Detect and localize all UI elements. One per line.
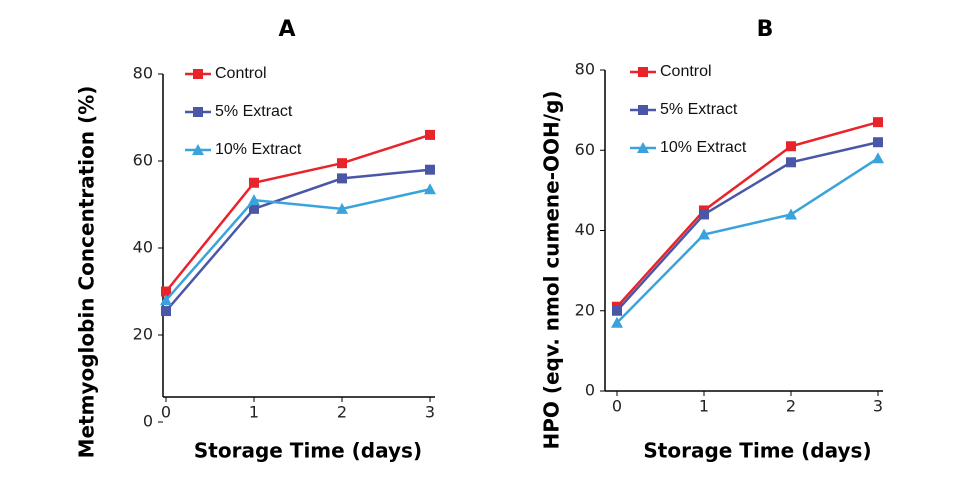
legend-marker bbox=[193, 107, 203, 117]
data-point bbox=[872, 152, 884, 164]
data-point bbox=[248, 194, 260, 206]
legend-marker bbox=[637, 142, 649, 153]
data-point bbox=[337, 173, 347, 184]
y-tick-label: 20 bbox=[575, 300, 595, 319]
legend-marker bbox=[193, 69, 203, 79]
data-point bbox=[699, 209, 709, 220]
data-point bbox=[249, 177, 259, 188]
chart-title: B bbox=[757, 17, 774, 42]
data-point bbox=[425, 129, 435, 140]
y-tick-label: 20 bbox=[133, 325, 153, 344]
data-point bbox=[612, 305, 622, 316]
series-line bbox=[616, 120, 879, 308]
x-tick-label: 2 bbox=[786, 397, 796, 416]
data-point bbox=[873, 117, 883, 128]
data-point bbox=[161, 306, 171, 317]
data-point bbox=[786, 157, 796, 168]
data-point bbox=[698, 228, 710, 240]
legend-label: 5% Extract bbox=[660, 101, 738, 118]
y-tick-label: 0 bbox=[585, 381, 595, 400]
x-tick-label: 3 bbox=[873, 397, 883, 416]
legend-marker bbox=[638, 67, 648, 77]
series-line bbox=[165, 133, 431, 293]
x-tick-label: 1 bbox=[249, 403, 259, 422]
legend-label: 10% Extract bbox=[660, 139, 747, 156]
chart-title: A bbox=[278, 17, 295, 42]
data-point bbox=[873, 137, 883, 148]
legend-label: Control bbox=[215, 65, 267, 82]
series-line bbox=[616, 141, 879, 312]
y-tick-label: 0 bbox=[143, 412, 153, 431]
data-point bbox=[425, 164, 435, 175]
data-point bbox=[611, 316, 623, 328]
y-tick-label: 40 bbox=[575, 220, 595, 239]
data-point bbox=[160, 294, 172, 306]
series-line bbox=[165, 168, 431, 312]
y-tick-label: 80 bbox=[575, 60, 595, 79]
y-tick-label: 40 bbox=[133, 238, 153, 257]
legend-label: Control bbox=[660, 63, 712, 80]
data-point bbox=[424, 183, 436, 195]
y-tick-label: 80 bbox=[133, 64, 153, 83]
chart-panel: 0 20 40 60 80 0 1 2 3 B Storage Time (days) HPO (eq… bbox=[540, 17, 884, 463]
y-tick-label: 60 bbox=[133, 151, 153, 170]
legend-marker bbox=[192, 144, 204, 155]
x-axis-label: Storage Time (days) bbox=[194, 439, 422, 463]
x-axis-label: Storage Time (days) bbox=[643, 439, 871, 463]
data-point bbox=[161, 286, 171, 297]
data-point bbox=[337, 158, 347, 169]
y-axis-label: Metmyoglobin Concentration (%) bbox=[75, 86, 99, 459]
legend-label: 5% Extract bbox=[215, 103, 293, 120]
series-line bbox=[616, 157, 879, 324]
data-point bbox=[249, 203, 259, 214]
legend-label: 10% Extract bbox=[215, 141, 302, 158]
chart-panel: 0 20 40 60 80 0 1 2 3 A Storage Time (days) Metmyog… bbox=[75, 17, 436, 463]
legend-marker bbox=[638, 105, 648, 115]
x-tick-label: 0 bbox=[612, 397, 622, 416]
y-axis-label: HPO (eqv. nmol cumene-OOH/g) bbox=[540, 90, 564, 449]
data-point bbox=[785, 208, 797, 220]
x-tick-label: 1 bbox=[699, 397, 709, 416]
data-point bbox=[786, 141, 796, 152]
x-tick-label: 0 bbox=[161, 403, 171, 422]
data-point bbox=[336, 202, 348, 214]
x-tick-label: 3 bbox=[425, 403, 435, 422]
x-tick-label: 2 bbox=[337, 403, 347, 422]
y-tick-label: 60 bbox=[575, 140, 595, 159]
series-line bbox=[165, 188, 431, 302]
